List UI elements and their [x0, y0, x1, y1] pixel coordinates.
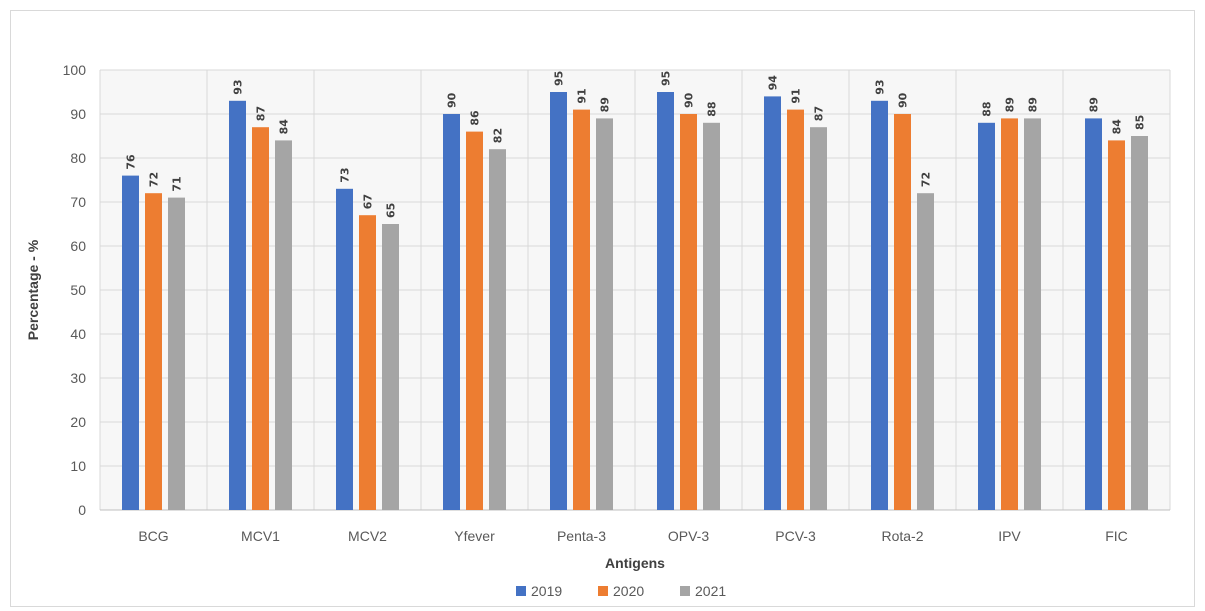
y-axis-ticks: 0 10 20 30 40 50 60 70 80 90 100 [63, 62, 87, 518]
y-tick-label: 30 [70, 370, 86, 386]
data-label: 72 [920, 172, 933, 187]
bar-2020-MCV1 [252, 127, 269, 510]
x-axis-ticks: BCG MCV1 MCV2 Yfever Penta-3 OPV-3 PCV-3 Rota-2… [138, 528, 1127, 544]
legend-label: 2019 [531, 583, 562, 599]
legend-label: 2021 [695, 583, 726, 599]
data-label: 88 [981, 101, 994, 116]
legend-label: 2020 [613, 583, 644, 599]
x-tick-label: OPV-3 [668, 528, 709, 544]
data-label: 88 [706, 101, 719, 116]
x-tick-label: PCV-3 [775, 528, 816, 544]
data-label: 95 [553, 71, 566, 86]
data-label: 93 [874, 79, 887, 94]
bar-2021-Penta-3 [596, 118, 613, 511]
bar-2021-BCG [168, 197, 185, 510]
x-tick-label: Yfever [454, 528, 495, 544]
bar-2019-IPV [978, 122, 995, 511]
data-label: 67 [362, 194, 375, 209]
bar-2019-MCV2 [336, 188, 353, 511]
data-label: 87 [255, 106, 268, 121]
data-label: 91 [576, 88, 589, 103]
data-label: 65 [385, 203, 398, 218]
data-label: 71 [171, 176, 184, 191]
bar-2019-OPV-3 [657, 92, 674, 510]
bar-2020-Yfever [466, 131, 483, 510]
data-label: 85 [1134, 115, 1147, 130]
y-tick-label: 100 [63, 62, 87, 78]
data-label: 93 [232, 79, 245, 94]
x-tick-label: FIC [1105, 528, 1128, 544]
data-label: 84 [278, 119, 291, 135]
x-tick-label: BCG [138, 528, 168, 544]
data-label: 90 [897, 92, 910, 108]
data-label: 73 [339, 167, 352, 182]
data-label: 89 [599, 97, 612, 112]
data-label: 76 [125, 154, 138, 170]
bar-2021-MCV2 [382, 224, 399, 510]
bar-2020-IPV [1001, 118, 1018, 511]
data-label: 89 [1004, 97, 1017, 112]
data-labels: 76 72 71 93 87 84 73 67 65 90 86 82 95 91 89 95 90 88 94 91… [125, 71, 1147, 218]
bars [122, 92, 1148, 511]
x-tick-label: MCV2 [348, 528, 387, 544]
data-label: 95 [660, 71, 673, 86]
y-tick-label: 20 [70, 414, 86, 430]
bar-2019-FIC [1085, 118, 1102, 511]
data-label: 87 [813, 106, 826, 121]
bar-2020-PCV-3 [787, 109, 804, 510]
bar-2020-BCG [145, 193, 162, 510]
bar-2021-IPV [1024, 118, 1041, 511]
bar-2020-Penta-3 [573, 109, 590, 510]
x-tick-label: Rota-2 [881, 528, 923, 544]
legend-swatch [598, 586, 608, 596]
bar-2020-FIC [1108, 140, 1125, 510]
data-label: 90 [683, 92, 696, 108]
y-tick-label: 50 [70, 282, 86, 298]
bar-2021-Rota-2 [917, 193, 934, 510]
data-label: 89 [1088, 97, 1101, 112]
bar-2019-Penta-3 [550, 92, 567, 510]
data-label: 91 [790, 88, 803, 103]
bar-2019-PCV-3 [764, 96, 781, 511]
legend-swatch [680, 586, 690, 596]
legend-swatch [516, 586, 526, 596]
x-tick-label: MCV1 [241, 528, 280, 544]
bar-2020-MCV2 [359, 215, 376, 510]
data-label: 84 [1111, 119, 1124, 135]
bar-2021-OPV-3 [703, 122, 720, 511]
data-label: 94 [767, 75, 780, 91]
data-label: 90 [446, 92, 459, 108]
bar-2019-BCG [122, 175, 139, 510]
y-tick-label: 80 [70, 150, 86, 166]
legend: 2019 2020 2021 [516, 583, 726, 599]
x-tick-label: IPV [998, 528, 1021, 544]
y-tick-label: 10 [70, 458, 86, 474]
y-axis-title: Percentage - % [25, 239, 41, 340]
bar-2021-MCV1 [275, 140, 292, 510]
bar-2019-Rota-2 [871, 100, 888, 511]
bar-2019-MCV1 [229, 100, 246, 511]
y-tick-label: 70 [70, 194, 86, 210]
bar-2020-OPV-3 [680, 114, 697, 510]
data-label: 89 [1027, 97, 1040, 112]
bar-2021-PCV-3 [810, 127, 827, 510]
bar-2021-FIC [1131, 136, 1148, 510]
bar-2021-Yfever [489, 149, 506, 510]
data-label: 86 [469, 110, 482, 126]
y-tick-label: 90 [70, 106, 86, 122]
x-axis-title: Antigens [605, 555, 665, 571]
data-label: 72 [148, 172, 161, 187]
y-tick-label: 0 [78, 502, 86, 518]
data-label: 82 [492, 128, 505, 143]
bar-2020-Rota-2 [894, 114, 911, 510]
bar-2019-Yfever [443, 114, 460, 510]
y-tick-label: 60 [70, 238, 86, 254]
y-tick-label: 40 [70, 326, 86, 342]
x-tick-label: Penta-3 [557, 528, 606, 544]
